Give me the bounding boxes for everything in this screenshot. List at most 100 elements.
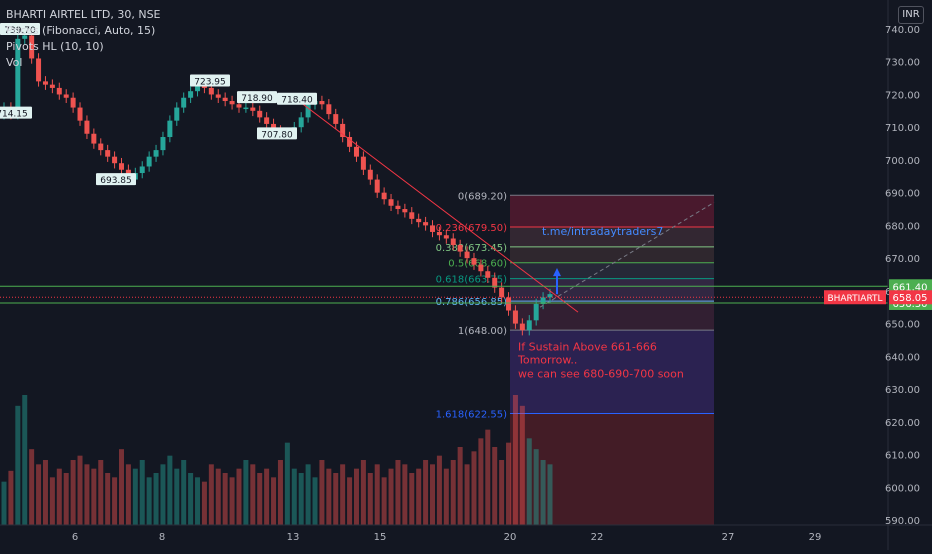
candle-body[interactable] [243,107,249,110]
candle-body[interactable] [457,245,463,252]
candle-body[interactable] [436,231,442,236]
price-axis[interactable]: 740.00 730.00 720.00 710.00 700.00 690.00 680.… [885,25,920,527]
price-tag-last[interactable] [889,290,932,305]
downtrend-line[interactable] [296,99,579,313]
candle-body[interactable] [450,238,456,246]
candle-body[interactable] [430,225,436,232]
candle-body[interactable] [49,84,55,88]
fib-level-label: 1.618(622.55) [436,409,508,420]
candle-body[interactable] [381,192,387,200]
candle-body[interactable] [333,114,339,124]
projection-dashed-line[interactable] [539,202,715,308]
candle-body[interactable] [195,84,201,92]
candle-body[interactable] [506,297,512,311]
price-tag-resistance[interactable] [889,279,932,294]
candle-body[interactable] [257,110,263,118]
candle-body[interactable] [547,294,553,298]
candle-body[interactable] [112,156,118,164]
fib-level-label: 0.618(663.75) [436,275,508,286]
candle-body[interactable] [91,133,97,144]
candle-body[interactable] [236,104,242,108]
candle-body[interactable] [167,120,173,138]
volume-bar [395,460,401,525]
candle-body[interactable] [139,166,145,174]
candle-body[interactable] [360,156,366,170]
candle-body[interactable] [188,91,194,98]
candle-body[interactable] [464,251,470,259]
candle-body[interactable] [512,310,518,324]
currency-badge[interactable]: INR [898,6,924,24]
candle-body[interactable] [15,38,21,115]
candle-body[interactable] [70,97,76,108]
candle-body[interactable] [98,143,104,151]
volume-bar [360,460,366,525]
candle-body[interactable] [478,264,484,272]
volume-bar [118,449,124,525]
symbol-tag[interactable] [824,290,886,305]
candle-body[interactable] [423,222,429,226]
candle-body[interactable] [416,218,422,223]
candle-body[interactable] [540,297,546,304]
candle-body[interactable] [374,179,380,193]
candle-body[interactable] [56,87,62,95]
price-tick-label: 710.00 [885,123,920,134]
candle-body[interactable] [84,120,90,134]
candle-body[interactable] [395,205,401,210]
candle-body[interactable] [250,107,256,111]
candle-body[interactable] [63,94,69,98]
candle-body[interactable] [271,123,277,131]
candle-body[interactable] [388,199,394,206]
candle-body[interactable] [77,107,83,121]
indicator-volume[interactable]: Vol [6,56,23,69]
candle-body[interactable] [118,163,124,170]
candle-body[interactable] [347,137,353,147]
candle-body[interactable] [222,97,228,102]
candle-body[interactable] [533,303,539,321]
candle-body[interactable] [215,94,221,98]
candle-body[interactable] [443,235,449,239]
candle-body[interactable] [499,287,505,298]
candle-body[interactable] [305,104,311,118]
candle-body[interactable] [367,169,373,180]
candle-body[interactable] [326,104,332,115]
price-tick-label: 690.00 [885,189,920,200]
candle-body[interactable] [105,150,111,157]
volume-bar [167,455,173,525]
candle-body[interactable] [519,323,525,331]
candle-body[interactable] [471,258,477,265]
candle-body[interactable] [153,150,159,157]
candle-body[interactable] [402,209,408,213]
candle-body[interactable] [298,117,304,128]
candle-body[interactable] [181,97,187,108]
candle-body[interactable] [485,271,491,278]
candle-body[interactable] [208,87,214,95]
candle-body[interactable] [492,277,498,288]
candle-body[interactable] [409,212,415,219]
candle-body[interactable] [174,107,180,121]
candle-body[interactable] [353,146,359,157]
candle-body[interactable] [42,81,48,85]
fib-zone [510,246,714,263]
candle-body[interactable] [160,137,166,151]
price-tick-label: 700.00 [885,156,920,167]
note-line-2: Tomorrow.. [517,354,577,367]
candle-body[interactable] [264,117,270,124]
candle-body[interactable] [29,35,35,59]
candle-body[interactable] [22,35,28,39]
candle-body[interactable] [340,123,346,138]
candle-body[interactable] [229,101,235,105]
volume-bar [312,477,318,525]
candle-body[interactable] [146,156,152,167]
symbol-title[interactable]: BHARTI AIRTEL LTD, 30, NSE [6,8,161,21]
pivot-label-box [277,92,317,105]
candle-body[interactable] [319,101,325,105]
price-tick-label: 600.00 [885,483,920,494]
indicator-pivots[interactable]: Pivots HL (10, 10) [6,40,104,53]
indicator-fibonacci[interactable]: Prices (Fibonacci, Auto, 15) [6,24,156,37]
time-axis[interactable]: 6 8 13 15 20 22 27 29 [72,532,822,543]
pivot-label-box [190,74,230,87]
candle-body[interactable] [36,58,42,82]
candle-body[interactable] [526,320,532,331]
